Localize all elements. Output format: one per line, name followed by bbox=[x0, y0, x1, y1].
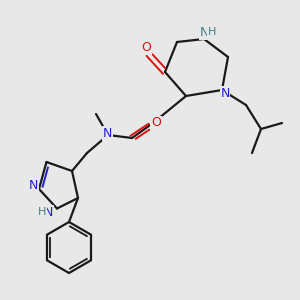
Text: N: N bbox=[103, 127, 112, 140]
Text: N: N bbox=[200, 26, 209, 39]
Text: N: N bbox=[220, 86, 230, 100]
Text: H: H bbox=[38, 207, 46, 217]
Text: O: O bbox=[141, 41, 151, 55]
Text: H: H bbox=[208, 27, 216, 38]
Text: O: O bbox=[151, 116, 161, 130]
Text: N: N bbox=[44, 206, 53, 219]
Text: N: N bbox=[29, 179, 38, 192]
